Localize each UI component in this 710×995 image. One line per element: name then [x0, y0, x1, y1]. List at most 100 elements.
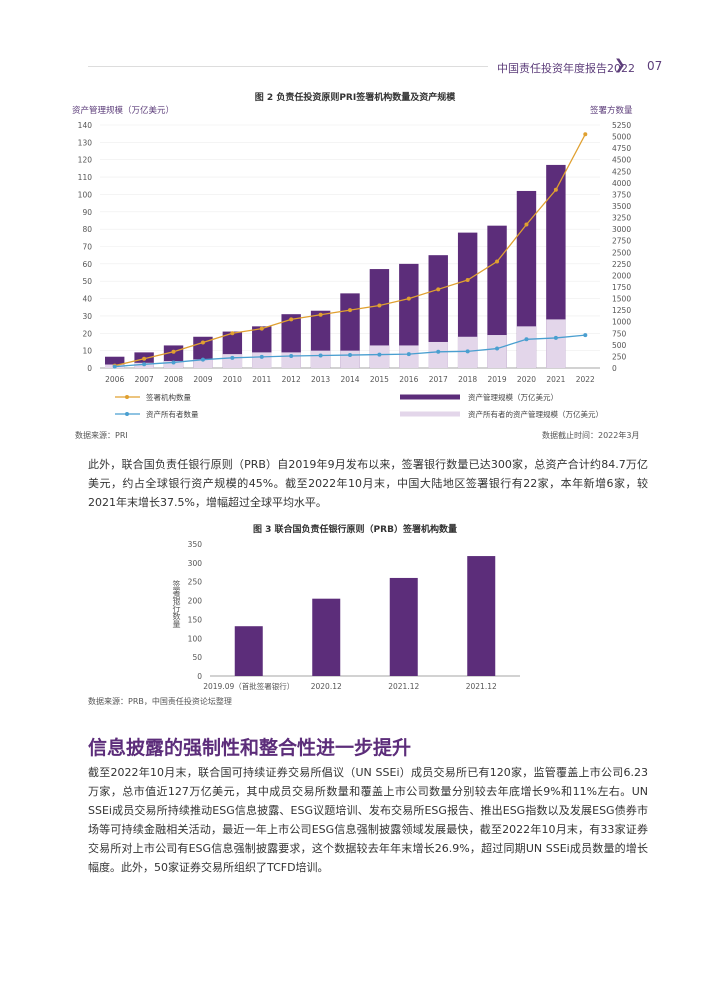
bar-aum	[340, 293, 360, 368]
y-tick-label: 300	[188, 559, 203, 568]
figure3-title: 图 3 联合国负责任银行原则（PRB）签署机构数量	[253, 525, 457, 535]
bar-aum	[428, 255, 448, 368]
y-tick-label: 250	[188, 578, 203, 587]
legend-aum-label: 资产管理规模（万亿美元）	[468, 392, 558, 402]
point-signatories	[171, 349, 176, 354]
y-tick-label: 150	[188, 615, 203, 624]
point-signatories	[436, 287, 441, 292]
point-signatories	[318, 312, 323, 317]
point-asset-owners	[171, 360, 176, 365]
point-signatories	[230, 331, 235, 336]
point-asset-owners	[553, 335, 558, 340]
y2-tick-label: 0	[612, 364, 617, 373]
legend-asset-owner-aum-label: 资产所有者的资产管理规模（万亿美元）	[468, 409, 603, 419]
y2-tick-label: 2000	[612, 271, 631, 280]
x-tick-label: 2009	[193, 375, 212, 384]
y-tick-label: 100	[188, 634, 203, 643]
x-tick-label: 2010	[223, 375, 242, 384]
y2-tick-label: 750	[612, 329, 627, 338]
bar-asset-owner-aum	[428, 341, 448, 368]
section-title: 信息披露的强制性和整合性进一步提升	[88, 737, 412, 759]
point-asset-owners	[583, 333, 588, 338]
point-signatories	[348, 308, 352, 313]
y2-tick-label: 1500	[612, 295, 631, 304]
figure3-source: 数据来源：PRB，中国责任投资论坛整理	[88, 697, 232, 706]
y-tick-label: 60	[82, 260, 92, 269]
y2-tick-label: 5250	[612, 121, 631, 130]
page-number: 07	[647, 59, 663, 73]
x-tick-label: 2019	[488, 375, 507, 384]
y-tick-label: 20	[82, 329, 92, 338]
y2-tick-label: 2250	[612, 260, 631, 269]
paragraph-sse: 截至2022年10月末，联合国可持续证券交易所倡议（UN SSEi）成员交易所已…	[88, 766, 648, 874]
y2-tick-label: 2500	[612, 248, 631, 257]
y-tick-label: 110	[78, 173, 93, 182]
x-tick-label: 2021.12	[388, 682, 419, 691]
point-asset-owners	[406, 352, 411, 357]
figure2-left-axis-title: 资产管理规模（万亿美元）	[72, 106, 175, 116]
legend-asset-owner-aum-swatch	[400, 411, 460, 417]
header-title: 中国责任投资年度报告2022	[497, 62, 635, 75]
y-tick-label: 90	[82, 208, 92, 217]
point-signatories	[465, 278, 470, 283]
y-tick-label: 0	[87, 364, 92, 373]
x-tick-label: 2018	[458, 375, 477, 384]
point-signatories	[406, 296, 411, 301]
x-tick-label: 2021	[546, 375, 565, 384]
point-asset-owners	[230, 355, 235, 360]
bar-aum	[457, 232, 478, 368]
figure2-title: 图 2 负责任投资原则PRI签署机构数量及资产规模	[254, 93, 456, 103]
y2-tick-label: 4000	[612, 179, 631, 188]
bar-aum	[399, 263, 419, 368]
x-tick-label: 2007	[135, 375, 154, 384]
paragraph-prb: 此外，联合国负责任银行原则（PRB）自2019年9月发布以来，签署银行数量已达3…	[88, 458, 648, 509]
x-tick-label: 2012	[282, 375, 301, 384]
point-asset-owners	[495, 346, 500, 351]
x-tick-label: 2015	[370, 375, 389, 384]
point-asset-owners	[200, 357, 205, 362]
x-tick-label: 2014	[340, 375, 359, 384]
figure2-date-note: 数据截止时间：2022年3月	[542, 431, 640, 440]
x-tick-label: 2020	[517, 375, 536, 384]
bar-asset-owner-aum	[193, 359, 213, 368]
point-asset-owners	[436, 349, 441, 354]
point-signatories	[553, 187, 558, 192]
x-tick-label: 2020.12	[311, 682, 342, 691]
legend-asset-owners-dot	[125, 412, 129, 416]
legend-signatories-label: 签署机构数量	[146, 392, 191, 402]
point-signatories	[524, 222, 529, 227]
y2-tick-label: 5000	[612, 133, 631, 142]
point-asset-owners	[289, 353, 294, 358]
y-tick-label: 50	[82, 277, 92, 286]
bar-asset-owner-aum	[163, 361, 184, 368]
y-tick-label: 50	[192, 653, 202, 662]
y-tick-label: 120	[78, 156, 93, 165]
figure2-chart: 0 10 20 30 40 50 60 70 80 90 100 110 120 130 140 0 250 50…	[78, 121, 632, 419]
x-tick-label: 2019.09（首批签署银行）	[203, 681, 294, 691]
bar-aum	[369, 269, 390, 368]
bar-asset-owner-aum	[516, 326, 537, 368]
y2-tick-label: 1750	[612, 283, 631, 292]
point-asset-owners	[465, 349, 470, 354]
point-signatories	[495, 259, 500, 264]
y2-tick-label: 500	[612, 341, 627, 350]
y-tick-label: 130	[78, 138, 93, 147]
y2-tick-label: 3750	[612, 190, 631, 199]
y2-tick-label: 3500	[612, 202, 631, 211]
y2-tick-label: 250	[612, 352, 627, 361]
legend-asset-owners-label: 资产所有者数量	[146, 409, 199, 419]
point-signatories	[142, 356, 147, 361]
chevron-right-icon: ❯	[614, 57, 626, 73]
figure3-y-axis-title: 签署银行数量	[172, 580, 181, 628]
bar-prb-signatories	[389, 577, 418, 676]
figure2-source: 数据来源：PRI	[75, 431, 128, 440]
y-tick-label: 350	[188, 540, 203, 549]
bar-aum	[516, 190, 537, 368]
y2-tick-label: 3000	[612, 225, 631, 234]
x-tick-label: 2008	[164, 375, 183, 384]
bar-asset-owner-aum	[399, 345, 419, 368]
point-asset-owners	[377, 352, 382, 357]
y-tick-label: 30	[82, 312, 92, 321]
y-tick-label: 70	[82, 243, 92, 252]
point-signatories	[289, 317, 294, 322]
